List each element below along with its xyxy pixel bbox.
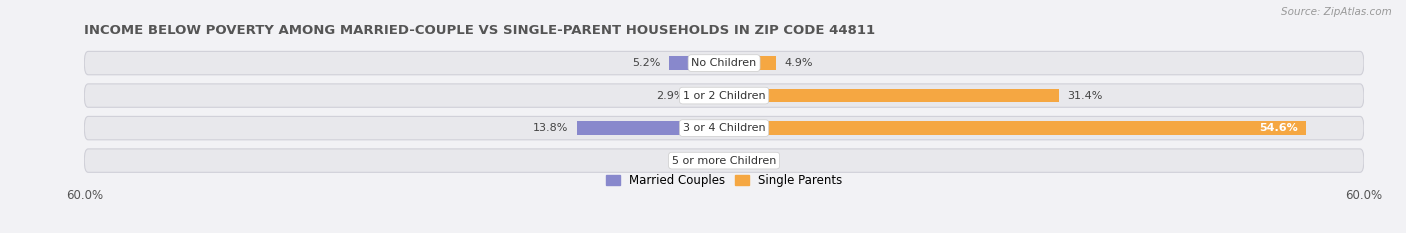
Text: 2.9%: 2.9% xyxy=(657,91,685,101)
Text: 4.9%: 4.9% xyxy=(785,58,813,68)
Bar xyxy=(709,154,724,168)
Bar xyxy=(576,121,724,135)
FancyBboxPatch shape xyxy=(84,51,1364,75)
FancyBboxPatch shape xyxy=(84,149,1364,172)
Text: 54.6%: 54.6% xyxy=(1258,123,1298,133)
Bar xyxy=(669,56,724,70)
Text: 13.8%: 13.8% xyxy=(533,123,568,133)
Text: Source: ZipAtlas.com: Source: ZipAtlas.com xyxy=(1281,7,1392,17)
Text: 1 or 2 Children: 1 or 2 Children xyxy=(683,91,765,101)
Text: 3 or 4 Children: 3 or 4 Children xyxy=(683,123,765,133)
Bar xyxy=(724,56,776,70)
FancyBboxPatch shape xyxy=(84,116,1364,140)
Text: 0.0%: 0.0% xyxy=(671,156,700,166)
Text: No Children: No Children xyxy=(692,58,756,68)
Text: 0.0%: 0.0% xyxy=(748,156,778,166)
FancyBboxPatch shape xyxy=(84,84,1364,107)
Bar xyxy=(576,121,724,135)
Text: INCOME BELOW POVERTY AMONG MARRIED-COUPLE VS SINGLE-PARENT HOUSEHOLDS IN ZIP COD: INCOME BELOW POVERTY AMONG MARRIED-COUPL… xyxy=(84,24,876,37)
Bar xyxy=(724,121,1306,135)
Text: 5.2%: 5.2% xyxy=(631,58,661,68)
Bar xyxy=(693,89,724,103)
Bar xyxy=(724,56,776,70)
Bar xyxy=(693,89,724,103)
Text: 31.4%: 31.4% xyxy=(1067,91,1102,101)
Bar xyxy=(724,154,740,168)
Text: 5 or more Children: 5 or more Children xyxy=(672,156,776,166)
Legend: Married Couples, Single Parents: Married Couples, Single Parents xyxy=(606,174,842,187)
Bar xyxy=(724,121,1306,135)
Bar xyxy=(724,89,1059,103)
Bar xyxy=(669,56,724,70)
Bar xyxy=(724,89,1059,103)
